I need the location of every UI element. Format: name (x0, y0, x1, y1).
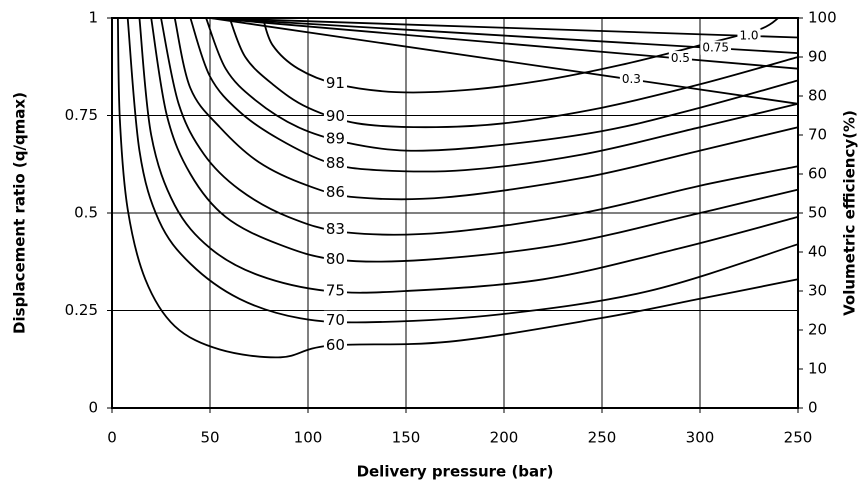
curve (209, 17, 799, 70)
x-tick-label: 300 (686, 429, 715, 447)
curve-label-group: 90 (323, 106, 347, 125)
curve (173, 17, 799, 201)
curve-label-group: 75 (323, 281, 347, 300)
x-tick-label: 100 (294, 429, 323, 447)
label-background (619, 71, 643, 86)
curve-label: 83 (326, 220, 345, 238)
curve-label: 91 (326, 74, 345, 92)
label-background (323, 74, 347, 93)
curve-label: 0.3 (622, 72, 641, 86)
curve-label: 80 (326, 250, 345, 268)
y2-tick-label: 30 (808, 282, 827, 300)
y-tick-label: 0.25 (65, 301, 98, 319)
curve-label-group: 70 (323, 310, 347, 329)
curve-label-group: 0.5 (668, 51, 692, 66)
curve-label: 90 (326, 107, 345, 125)
curve-label-group: 80 (323, 249, 347, 268)
y-tick-label: 0.5 (74, 204, 98, 222)
curve (228, 17, 799, 129)
y2-tick-label: 90 (808, 48, 827, 66)
curve-label-group: 0.75 (700, 40, 732, 55)
curve-label: 75 (326, 282, 345, 300)
y2-tick-label: 10 (808, 360, 827, 378)
y2-axis-title: Volumetric efficiency(%) (841, 110, 859, 316)
curve-label: 89 (326, 130, 345, 148)
y2-tick-label: 0 (808, 399, 818, 417)
curve (138, 17, 799, 294)
curve-label: 86 (326, 183, 345, 201)
curve-label-group: 89 (323, 129, 347, 148)
curve-label-group: 1.0 (737, 28, 761, 43)
curve-label-group: 88 (323, 154, 347, 173)
label-background (323, 129, 347, 148)
y2-tick-label: 50 (808, 204, 827, 222)
x-tick-label: 250 (784, 429, 813, 447)
x-axis-title: Delivery pressure (bar) (357, 463, 554, 481)
curve-label: 0.75 (702, 41, 729, 55)
curve (209, 17, 799, 105)
y2-tick-label: 60 (808, 165, 827, 183)
curve-label-group: 86 (323, 182, 347, 201)
label-background (668, 51, 692, 66)
curve-label: 0.5 (671, 51, 690, 65)
curve-label: 70 (326, 311, 345, 329)
curve-label: 88 (326, 154, 345, 172)
x-tick-label: 200 (490, 429, 519, 447)
x-tick-label: 150 (392, 429, 421, 447)
y2-tick-label: 40 (808, 243, 827, 261)
label-background (323, 281, 347, 300)
y-tick-label: 1 (88, 9, 98, 27)
label-background (700, 40, 732, 55)
label-background (323, 310, 347, 329)
y-tick-label: 0 (88, 399, 98, 417)
curve-label-group: 0.3 (619, 71, 643, 86)
curve (205, 17, 799, 152)
curve (116, 17, 799, 359)
label-background (323, 249, 347, 268)
curve-label-group: 91 (323, 74, 347, 93)
curve (209, 17, 799, 54)
curve-label: 60 (326, 336, 345, 354)
y2-tick-label: 70 (808, 126, 827, 144)
y2-tick-label: 100 (808, 9, 837, 27)
y-axis-title: Displacement ratio (q/qmax) (11, 92, 29, 334)
curve (189, 17, 799, 173)
x-tick-label: 0 (107, 429, 117, 447)
y2-tick-label: 80 (808, 87, 827, 105)
curve-label-group: 83 (323, 219, 347, 238)
label-background (737, 28, 761, 43)
curve (160, 17, 799, 236)
curve-label-group: 60 (323, 335, 347, 354)
label-background (323, 182, 347, 201)
y2-tick-label: 20 (808, 321, 827, 339)
plot-frame (111, 17, 799, 409)
label-background (323, 154, 347, 173)
curve (126, 17, 799, 324)
y-tick-label: 0.75 (65, 106, 98, 124)
x-tick-label: 250 (588, 429, 617, 447)
label-background (323, 106, 347, 125)
curve-label: 1.0 (739, 28, 758, 42)
label-background (323, 335, 347, 354)
x-tick-label: 50 (200, 429, 219, 447)
label-background (323, 219, 347, 238)
